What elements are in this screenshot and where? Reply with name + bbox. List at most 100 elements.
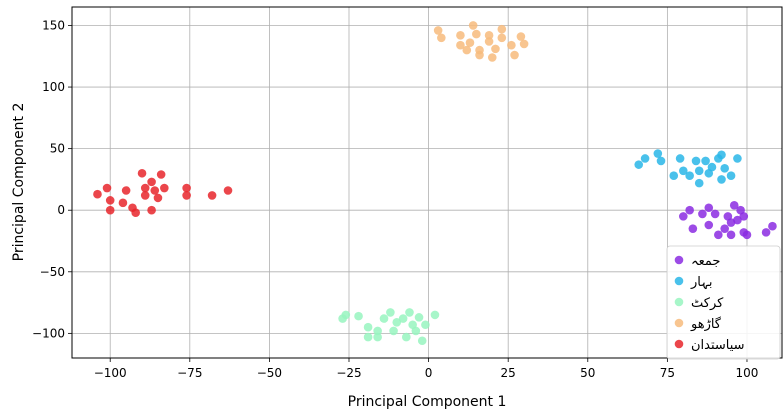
data-point <box>726 230 736 240</box>
data-point <box>761 228 771 237</box>
data-point <box>685 205 694 215</box>
data-point <box>411 326 421 336</box>
data-point <box>462 45 472 55</box>
data-point <box>354 311 363 321</box>
data-point <box>137 168 147 178</box>
data-point <box>147 205 156 215</box>
data-point <box>742 230 752 240</box>
data-point <box>386 308 395 317</box>
data-point <box>338 314 347 323</box>
data-point <box>421 320 430 330</box>
data-point <box>669 171 679 181</box>
data-point <box>691 156 701 166</box>
data-point <box>640 154 650 163</box>
y-tick-label: 50 <box>50 142 65 156</box>
data-point <box>698 209 707 219</box>
data-point <box>685 171 694 181</box>
data-point <box>701 156 710 166</box>
data-point <box>510 50 519 60</box>
data-point <box>507 40 516 50</box>
data-point <box>140 191 150 200</box>
y-tick-label: 0 <box>57 203 65 217</box>
data-point <box>105 196 115 205</box>
x-tick-label: 100 <box>736 366 759 380</box>
x-axis-label: Principal Component 1 <box>348 394 507 410</box>
data-point <box>733 154 742 163</box>
legend-label: کرکٹ <box>691 296 724 311</box>
data-point <box>729 200 739 210</box>
x-tick-label: 50 <box>580 366 595 380</box>
x-tick-label: −25 <box>336 366 361 380</box>
data-point <box>118 198 128 208</box>
data-point <box>710 209 720 219</box>
data-point <box>475 50 484 60</box>
legend-label: گاڑھو <box>690 316 722 332</box>
x-tick-label: 75 <box>660 366 675 380</box>
data-point <box>768 221 777 231</box>
data-point <box>468 21 478 30</box>
data-point <box>714 230 723 240</box>
data-point <box>392 317 402 327</box>
y-axis-label: Principal Component 2 <box>11 103 27 262</box>
data-point <box>105 205 115 215</box>
data-point <box>402 332 411 342</box>
grid <box>72 7 782 358</box>
data-point <box>140 183 150 193</box>
legend-marker <box>674 339 684 349</box>
data-point <box>487 53 497 62</box>
data-point <box>717 175 726 184</box>
data-point <box>102 183 112 193</box>
data-point <box>398 314 408 323</box>
data-point <box>182 191 191 200</box>
data-point <box>679 166 688 176</box>
legend-label: جمعہ <box>691 254 720 269</box>
y-tick-label: −100 <box>32 326 65 340</box>
data-point <box>679 212 688 221</box>
data-point <box>497 33 507 43</box>
data-point <box>153 193 163 203</box>
data-point <box>465 38 475 48</box>
y-tick-label: 150 <box>42 18 65 32</box>
data-point <box>414 313 424 322</box>
data-point <box>634 160 644 169</box>
legend-label: بہار <box>690 275 712 290</box>
data-point <box>363 322 373 332</box>
data-point <box>484 37 494 46</box>
data-point <box>363 332 373 342</box>
plot-frame <box>71 6 783 359</box>
x-tick-label: 25 <box>501 366 516 380</box>
data-point <box>720 224 729 233</box>
data-point <box>223 186 233 195</box>
data-point <box>497 24 507 34</box>
legend-box <box>666 245 781 360</box>
legend-marker <box>674 318 684 328</box>
data-point <box>156 170 166 179</box>
data-point <box>516 32 526 41</box>
data-point <box>491 44 500 54</box>
data-point <box>694 178 704 188</box>
legend: جمعہ بہار کرکٹ گاڑھو سیاستدان <box>666 245 781 360</box>
data-point <box>472 29 481 39</box>
y-tick-label: 100 <box>42 80 65 94</box>
y-tick-label: −50 <box>40 265 65 279</box>
data-point <box>389 326 398 336</box>
x-tick-label: 0 <box>425 366 433 380</box>
data-point <box>373 326 382 336</box>
data-point <box>207 191 217 200</box>
data-point <box>739 212 749 221</box>
data-point <box>656 156 666 166</box>
data-point <box>694 166 704 176</box>
data-point <box>456 31 465 40</box>
data-point <box>93 189 102 199</box>
data-point <box>519 39 529 49</box>
data-point <box>717 150 726 160</box>
data-point <box>437 33 446 43</box>
data-point <box>704 203 714 213</box>
data-points <box>93 21 777 346</box>
data-point <box>405 308 414 317</box>
data-point <box>379 314 389 323</box>
x-tick-label: −100 <box>94 366 127 380</box>
legend-marker <box>674 276 684 286</box>
data-point <box>131 208 140 217</box>
